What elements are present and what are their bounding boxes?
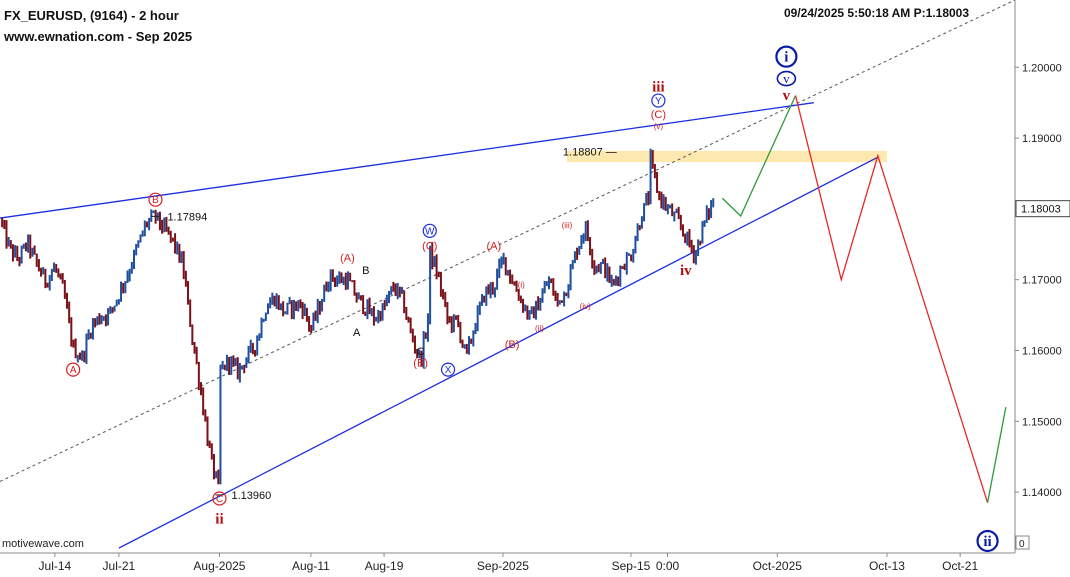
wave-label: (i) [518,281,525,290]
wave-label-circle [422,223,437,238]
wave-label: ii [215,511,223,527]
wave-label: B [362,265,369,277]
price-tick-label: 1.16000 [1022,345,1062,357]
wave-label: (C) [651,109,666,121]
wave-label: (C) [422,241,437,253]
price-axis-bg [1015,0,1070,577]
wave-label: iv [680,263,692,279]
time-tick-label: Aug-2025 [193,559,245,573]
wave-label-circle [651,93,666,108]
time-tick-label: Oct-21 [942,559,978,573]
time-tick-label: Jul-14 [39,559,72,573]
price-tick-label: 1.20000 [1022,62,1062,74]
wave-label: i [784,50,788,66]
candles-group [1,148,715,485]
corner-badge [1015,535,1030,550]
corner-value: 0 [1019,539,1025,550]
wave-label: B [152,195,159,206]
wave-label-circle [976,529,999,553]
wave-label: Y [655,96,662,107]
wave-label: (v) [654,122,664,131]
resistance-zone [566,150,887,163]
wave-label-ellipse [776,70,797,87]
wave-label: C [417,346,425,358]
trendline-lower [118,156,879,549]
price-label: 1.13960 [231,490,271,502]
current-price-label: 1.18003 [1021,204,1061,216]
time-tick-label: Jul-21 [103,559,136,573]
projection-bull [721,95,797,218]
wave-label: iii [652,79,665,95]
time-tick-label: Sep-15 [612,559,651,573]
wave-label-circle [440,362,456,377]
price-label: 1.17894 [167,211,207,223]
wave-label-circle [66,362,81,377]
channel-dashed-line [0,0,1016,482]
symbol-title: FX_EURUSD, (9164) - 2 hour [4,8,179,23]
time-tick-label: Oct-13 [869,559,905,573]
time-tick-label: Sep-2025 [477,559,529,573]
wave-label: C [216,494,223,505]
price-tick-label: 1.15000 [1022,416,1062,428]
wave-label: A [70,365,77,376]
wave-label: (ii) [535,324,544,333]
price-tick-label: 1.14000 [1022,487,1062,499]
wave-label: A [353,327,361,339]
wave-label: (B) [413,358,428,370]
current-price-badge [1015,200,1070,218]
time-tick-label: 0:00 [656,559,680,573]
time-tick-label: Aug-11 [292,559,330,573]
wave-label: X [445,365,452,376]
wave-label-circle [148,192,163,207]
wave-label: v [783,71,790,86]
wave-label: ii [983,534,991,550]
projection-bull-late [986,407,1007,503]
wave-label-circle [212,491,227,506]
wave-label: (B) [505,339,520,351]
website-subtitle: www.ewnation.com - Sep 2025 [4,29,193,44]
wave-label: (A) [340,253,355,265]
price-label: 1.18807 — [563,147,617,159]
watermark: motivewave.com [2,538,84,550]
time-tick-label: Oct-2025 [753,559,803,573]
wave-label: (iii) [562,221,573,230]
timestamp-price-readout: 09/24/2025 5:50:18 AM P:1.18003 [784,6,970,20]
wave-label: v [783,88,791,104]
wave-label: W [425,226,435,237]
projection-bear [794,95,989,503]
price-tick-label: 1.17000 [1022,275,1062,287]
wave-label: (iv) [580,302,591,311]
wave-label: (A) [486,241,501,253]
trendline-upper [0,102,814,219]
wave-label-circle [775,45,798,68]
price-tick-label: 1.19000 [1022,133,1062,145]
time-axis-bg [0,553,1070,577]
time-tick-label: Aug-19 [365,559,404,573]
